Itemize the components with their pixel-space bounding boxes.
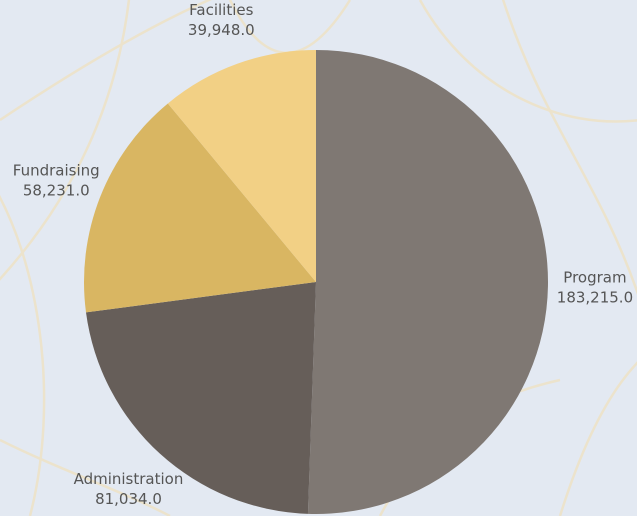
slice-label: Facilities — [189, 1, 253, 19]
pie-slice — [85, 282, 316, 514]
value-label: 39,948.0 — [188, 21, 255, 39]
slice-label: Program — [563, 268, 626, 286]
pie-slice — [307, 50, 549, 514]
pie-slice — [84, 103, 317, 313]
slice-label: Administration — [74, 470, 184, 488]
value-label: 183,215.0 — [557, 288, 633, 306]
slice-label: Fundraising — [13, 162, 100, 180]
value-label: 58,231.0 — [23, 182, 90, 200]
value-label: 81,034.0 — [95, 490, 162, 508]
pie-slice — [167, 50, 316, 282]
